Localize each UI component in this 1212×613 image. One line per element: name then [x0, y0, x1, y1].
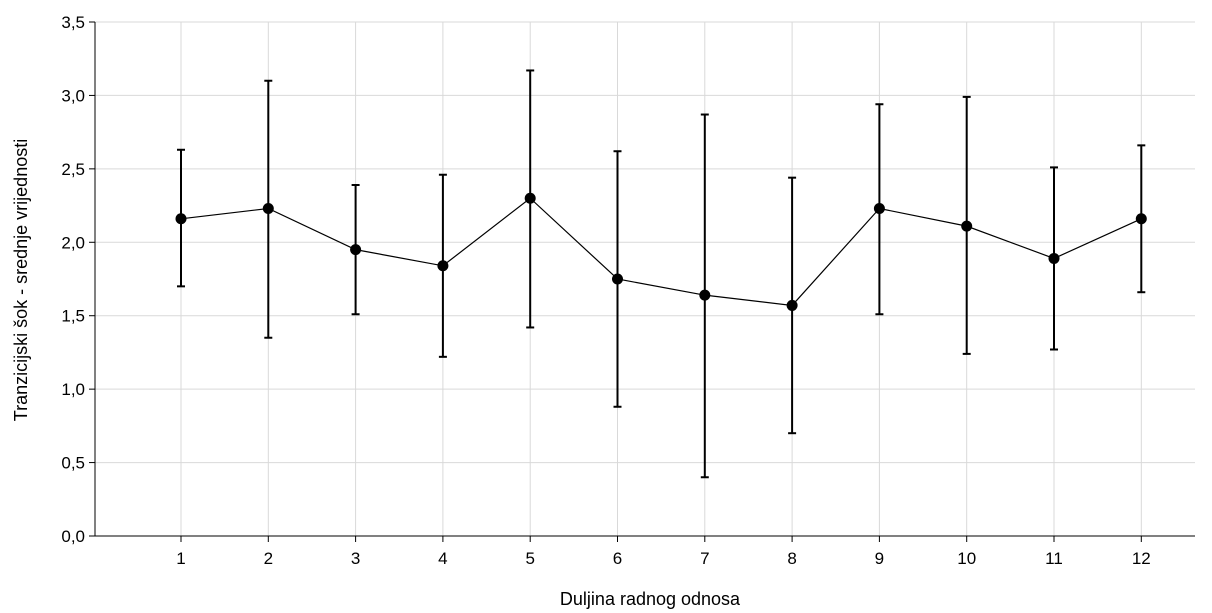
x-tick-label: 10	[957, 549, 976, 568]
x-tick-label: 5	[525, 549, 534, 568]
data-point	[437, 260, 449, 272]
y-tick-label: 3,0	[61, 86, 85, 105]
error-bars	[177, 69, 1146, 479]
y-axis-title: Tranzicijski šok - srednje vrijednosti	[11, 139, 31, 421]
data-point	[699, 289, 711, 301]
data-point	[1135, 213, 1147, 225]
axes	[89, 21, 1195, 542]
x-tick-label: 2	[264, 549, 273, 568]
data-point	[786, 299, 798, 311]
series-line	[180, 197, 1142, 307]
y-tick-label: 1,0	[61, 380, 85, 399]
y-tick-label: 2,0	[61, 233, 85, 252]
data-point	[262, 203, 274, 215]
tick-labels: 0,00,51,01,52,02,53,03,51 2 3 4 5 6 7 8 9 10 11 12	[61, 13, 1150, 568]
series-line-group	[180, 197, 1142, 307]
grid	[95, 21, 1195, 536]
data-point	[350, 244, 362, 256]
data-points	[175, 192, 1147, 311]
x-tick-label: 11	[1045, 549, 1063, 568]
x-tick-label: 4	[438, 549, 447, 568]
data-point	[524, 192, 536, 204]
x-tick-label: 1	[176, 549, 185, 568]
y-tick-label: 3,5	[61, 13, 85, 32]
x-tick-label: 9	[875, 549, 884, 568]
x-axis-title: Duljina radnog odnosa	[560, 589, 741, 609]
data-point	[873, 203, 885, 215]
x-tick-label: 8	[787, 549, 796, 568]
y-tick-label: 1,5	[61, 307, 85, 326]
x-tick-label: 6	[613, 549, 622, 568]
data-point	[612, 273, 623, 285]
x-tick-label: 12	[1132, 549, 1151, 568]
data-point	[961, 220, 973, 232]
data-point	[1048, 252, 1060, 264]
x-tick-label: 3	[351, 549, 360, 568]
y-tick-label: 0,5	[61, 454, 85, 473]
y-tick-label: 2,5	[61, 160, 85, 179]
y-tick-label: 0,0	[61, 527, 85, 546]
x-tick-label: 7	[700, 549, 709, 568]
data-point	[175, 213, 187, 225]
